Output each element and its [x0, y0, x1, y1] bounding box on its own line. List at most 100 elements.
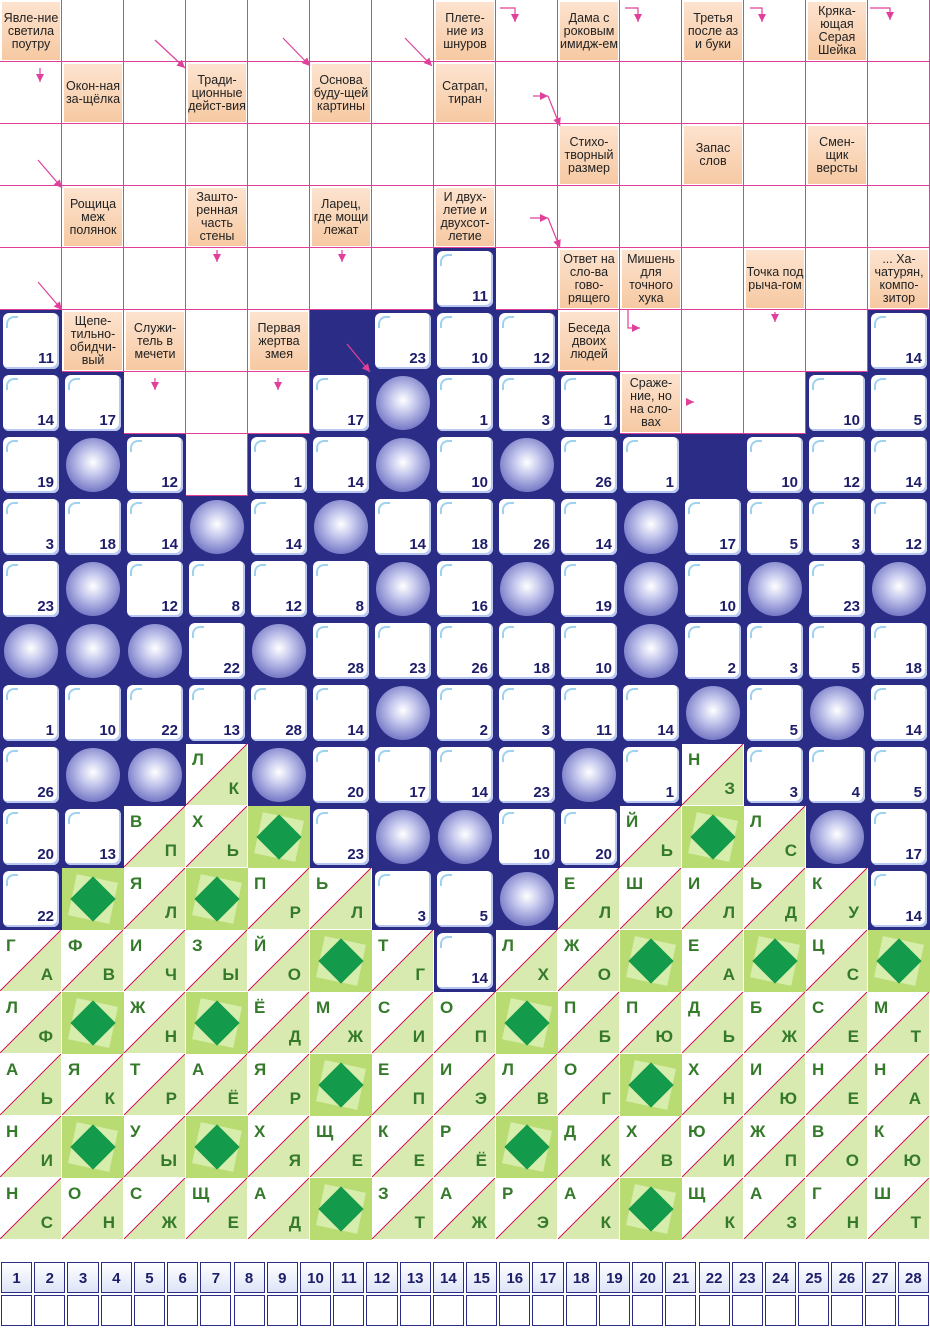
numbered-cell[interactable]: 3 [496, 682, 558, 744]
numbered-cell[interactable]: 10 [682, 558, 744, 620]
answer-letter-cell[interactable] [565, 1295, 597, 1326]
answer-cell[interactable] [186, 372, 248, 434]
answer-cell[interactable] [0, 248, 62, 310]
numbered-cell[interactable]: 26 [434, 620, 496, 682]
answer-cell[interactable] [124, 62, 186, 124]
numbered-cell[interactable]: 28 [310, 620, 372, 682]
answer-cell[interactable] [744, 186, 806, 248]
numbered-cell[interactable]: 5 [868, 744, 930, 806]
answer-cell[interactable] [124, 372, 186, 434]
answer-cell[interactable] [496, 248, 558, 310]
numbered-cell[interactable]: 14 [558, 496, 620, 558]
answer-letter-cell[interactable] [864, 1295, 896, 1326]
answer-letter-cell[interactable] [798, 1295, 830, 1326]
answer-cell[interactable] [62, 0, 124, 62]
answer-cell[interactable] [496, 186, 558, 248]
answer-letter-cell[interactable] [299, 1295, 332, 1326]
answer-letter-cell[interactable] [399, 1295, 431, 1326]
answer-cell[interactable] [310, 0, 372, 62]
answer-letter-cell[interactable] [831, 1295, 863, 1326]
answer-cell[interactable] [434, 124, 496, 186]
numbered-cell[interactable]: 20 [310, 744, 372, 806]
numbered-cell[interactable]: 14 [434, 930, 496, 992]
numbered-cell[interactable]: 14 [620, 682, 682, 744]
answer-cell[interactable] [186, 124, 248, 186]
answer-cell[interactable] [620, 62, 682, 124]
answer-cell[interactable] [682, 186, 744, 248]
answer-cell[interactable] [124, 248, 186, 310]
numbered-cell[interactable]: 1 [0, 682, 62, 744]
numbered-cell[interactable]: 28 [248, 682, 310, 744]
numbered-cell[interactable]: 14 [434, 744, 496, 806]
answer-cell[interactable] [372, 186, 434, 248]
answer-cell[interactable] [248, 0, 310, 62]
answer-letter-cell[interactable] [167, 1295, 199, 1326]
numbered-cell[interactable]: 8 [186, 558, 248, 620]
numbered-cell[interactable]: 12 [868, 496, 930, 558]
numbered-cell[interactable]: 14 [868, 868, 930, 930]
answer-cell[interactable] [682, 310, 744, 372]
answer-cell[interactable] [372, 248, 434, 310]
numbered-cell[interactable]: 18 [496, 620, 558, 682]
answer-cell[interactable] [806, 186, 868, 248]
answer-cell[interactable] [0, 186, 62, 248]
answer-letter-cell[interactable] [764, 1295, 797, 1326]
numbered-cell[interactable]: 20 [558, 806, 620, 868]
numbered-cell[interactable]: 11 [558, 682, 620, 744]
answer-cell[interactable] [806, 248, 868, 310]
numbered-cell[interactable]: 14 [868, 310, 930, 372]
numbered-cell[interactable]: 17 [62, 372, 124, 434]
numbered-cell[interactable]: 23 [0, 558, 62, 620]
numbered-cell[interactable]: 17 [310, 372, 372, 434]
answer-cell[interactable] [248, 186, 310, 248]
numbered-cell[interactable]: 14 [868, 434, 930, 496]
answer-letter-cell[interactable] [67, 1295, 99, 1326]
numbered-cell[interactable]: 18 [62, 496, 124, 558]
answer-letter-cell[interactable] [598, 1295, 631, 1326]
numbered-cell[interactable]: 16 [434, 558, 496, 620]
answer-cell[interactable] [620, 186, 682, 248]
numbered-cell[interactable]: 10 [434, 434, 496, 496]
answer-cell[interactable] [682, 248, 744, 310]
numbered-cell[interactable]: 14 [310, 434, 372, 496]
numbered-cell[interactable]: 11 [434, 248, 496, 310]
numbered-cell[interactable]: 5 [744, 682, 806, 744]
answer-cell[interactable] [0, 62, 62, 124]
answer-cell[interactable] [806, 62, 868, 124]
numbered-cell[interactable]: 3 [496, 372, 558, 434]
numbered-cell[interactable]: 23 [372, 620, 434, 682]
